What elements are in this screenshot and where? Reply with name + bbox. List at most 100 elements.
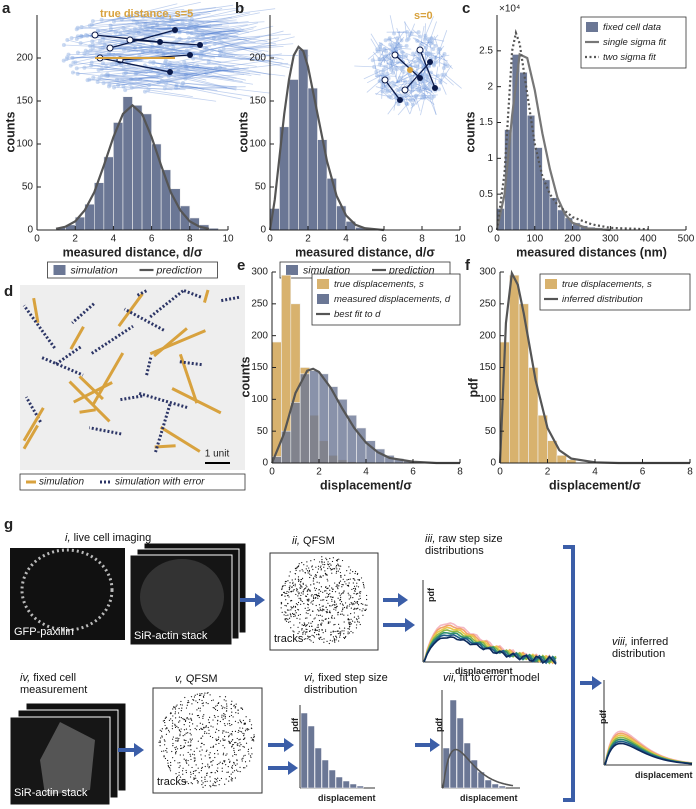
bar [132, 105, 143, 231]
track-dot [225, 764, 227, 766]
inset-label: tracks [157, 776, 187, 788]
track-dot [306, 565, 308, 567]
track-dot [331, 568, 333, 570]
track-dot [360, 577, 363, 579]
track-dot [347, 633, 349, 635]
track-dot [182, 773, 184, 775]
track-dot [178, 771, 180, 774]
cloud-stroke [138, 26, 186, 33]
cloud-dot [411, 51, 416, 56]
track-dot [193, 778, 195, 781]
cloud-stroke [136, 72, 205, 91]
track-dot [224, 760, 226, 762]
cloud-dot [139, 27, 144, 32]
cloud-dot [118, 32, 123, 37]
track-dot [238, 729, 240, 732]
track-dot [298, 597, 300, 599]
track-dot [178, 774, 180, 776]
track-dot [174, 711, 177, 713]
track-dot [223, 747, 226, 749]
cloud-dot [390, 44, 395, 49]
example-pair [419, 49, 436, 89]
cloud-dot [408, 63, 413, 68]
track-dot [338, 592, 340, 594]
cloud-dot [413, 94, 418, 99]
segment [55, 345, 82, 366]
cloud-dot [441, 66, 446, 71]
y-tick-label: 100 [479, 394, 496, 405]
cloud-dot [380, 89, 385, 94]
track-dot [210, 725, 212, 727]
track-dot [324, 630, 327, 632]
cloud-stroke [420, 97, 426, 116]
track-dot [220, 705, 223, 707]
bar [318, 373, 329, 464]
track-dot [350, 618, 352, 620]
track-dot [324, 570, 326, 572]
panel-label: g [4, 516, 13, 533]
track-dot [337, 611, 340, 613]
track-dot [281, 611, 283, 613]
cloud-dot [389, 61, 394, 66]
cloud-stroke [214, 43, 269, 52]
cloud-stroke [99, 77, 149, 88]
track-dot [216, 780, 218, 782]
track-dot [311, 565, 313, 567]
track-dot [306, 609, 308, 612]
cloud-dot [155, 15, 160, 20]
cloud-dot [156, 80, 161, 85]
track-dot [231, 745, 233, 747]
track-dot [300, 580, 302, 583]
track-dot [313, 583, 315, 585]
track-dot [159, 740, 161, 742]
mini-bar [498, 785, 506, 789]
track-dot [302, 633, 304, 635]
cloud-stroke [394, 55, 416, 63]
bar [151, 143, 162, 231]
track-dot [337, 614, 339, 616]
track-dot [289, 582, 291, 584]
track-dot [216, 770, 219, 773]
cloud-stroke [391, 63, 399, 84]
track-dot [313, 597, 315, 600]
cloud-stroke [106, 51, 177, 68]
cloud-stroke [412, 37, 427, 49]
track-dot [204, 755, 206, 757]
track-dot [190, 749, 192, 751]
track-dot [346, 570, 348, 572]
track-dot [337, 563, 339, 565]
cell-body [140, 559, 224, 635]
track-dot [197, 767, 199, 769]
track-dot [228, 720, 230, 722]
track-dot [339, 571, 342, 574]
track-dot [168, 731, 170, 733]
track-dot [343, 630, 345, 632]
track-dot [244, 730, 247, 732]
track-dot [348, 605, 350, 607]
track-dot [315, 587, 318, 590]
track-dot [318, 630, 320, 632]
legend-label: measured displacements, d [334, 294, 451, 305]
cloud-stroke [164, 23, 229, 38]
cloud-dot [84, 32, 89, 37]
cloud-stroke [146, 67, 189, 70]
track-dot [314, 617, 316, 619]
cloud-dot [172, 70, 177, 75]
cloud-stroke [185, 64, 252, 76]
track-dot [204, 780, 206, 783]
track-dot [185, 761, 187, 763]
track-dot [163, 755, 165, 757]
track-dot [336, 586, 339, 588]
cloud-dot [167, 24, 172, 29]
track-dot [250, 724, 253, 726]
track-dot [343, 637, 346, 640]
cloud-dot [403, 79, 408, 84]
cloud-dot [97, 39, 102, 44]
track-dot [198, 699, 201, 701]
track-dot [223, 723, 226, 725]
track-dot [206, 774, 208, 776]
track-dot [325, 596, 327, 598]
cloud-dot [182, 60, 187, 65]
cloud-stroke [124, 69, 206, 75]
legend-label: prediction [156, 264, 203, 276]
